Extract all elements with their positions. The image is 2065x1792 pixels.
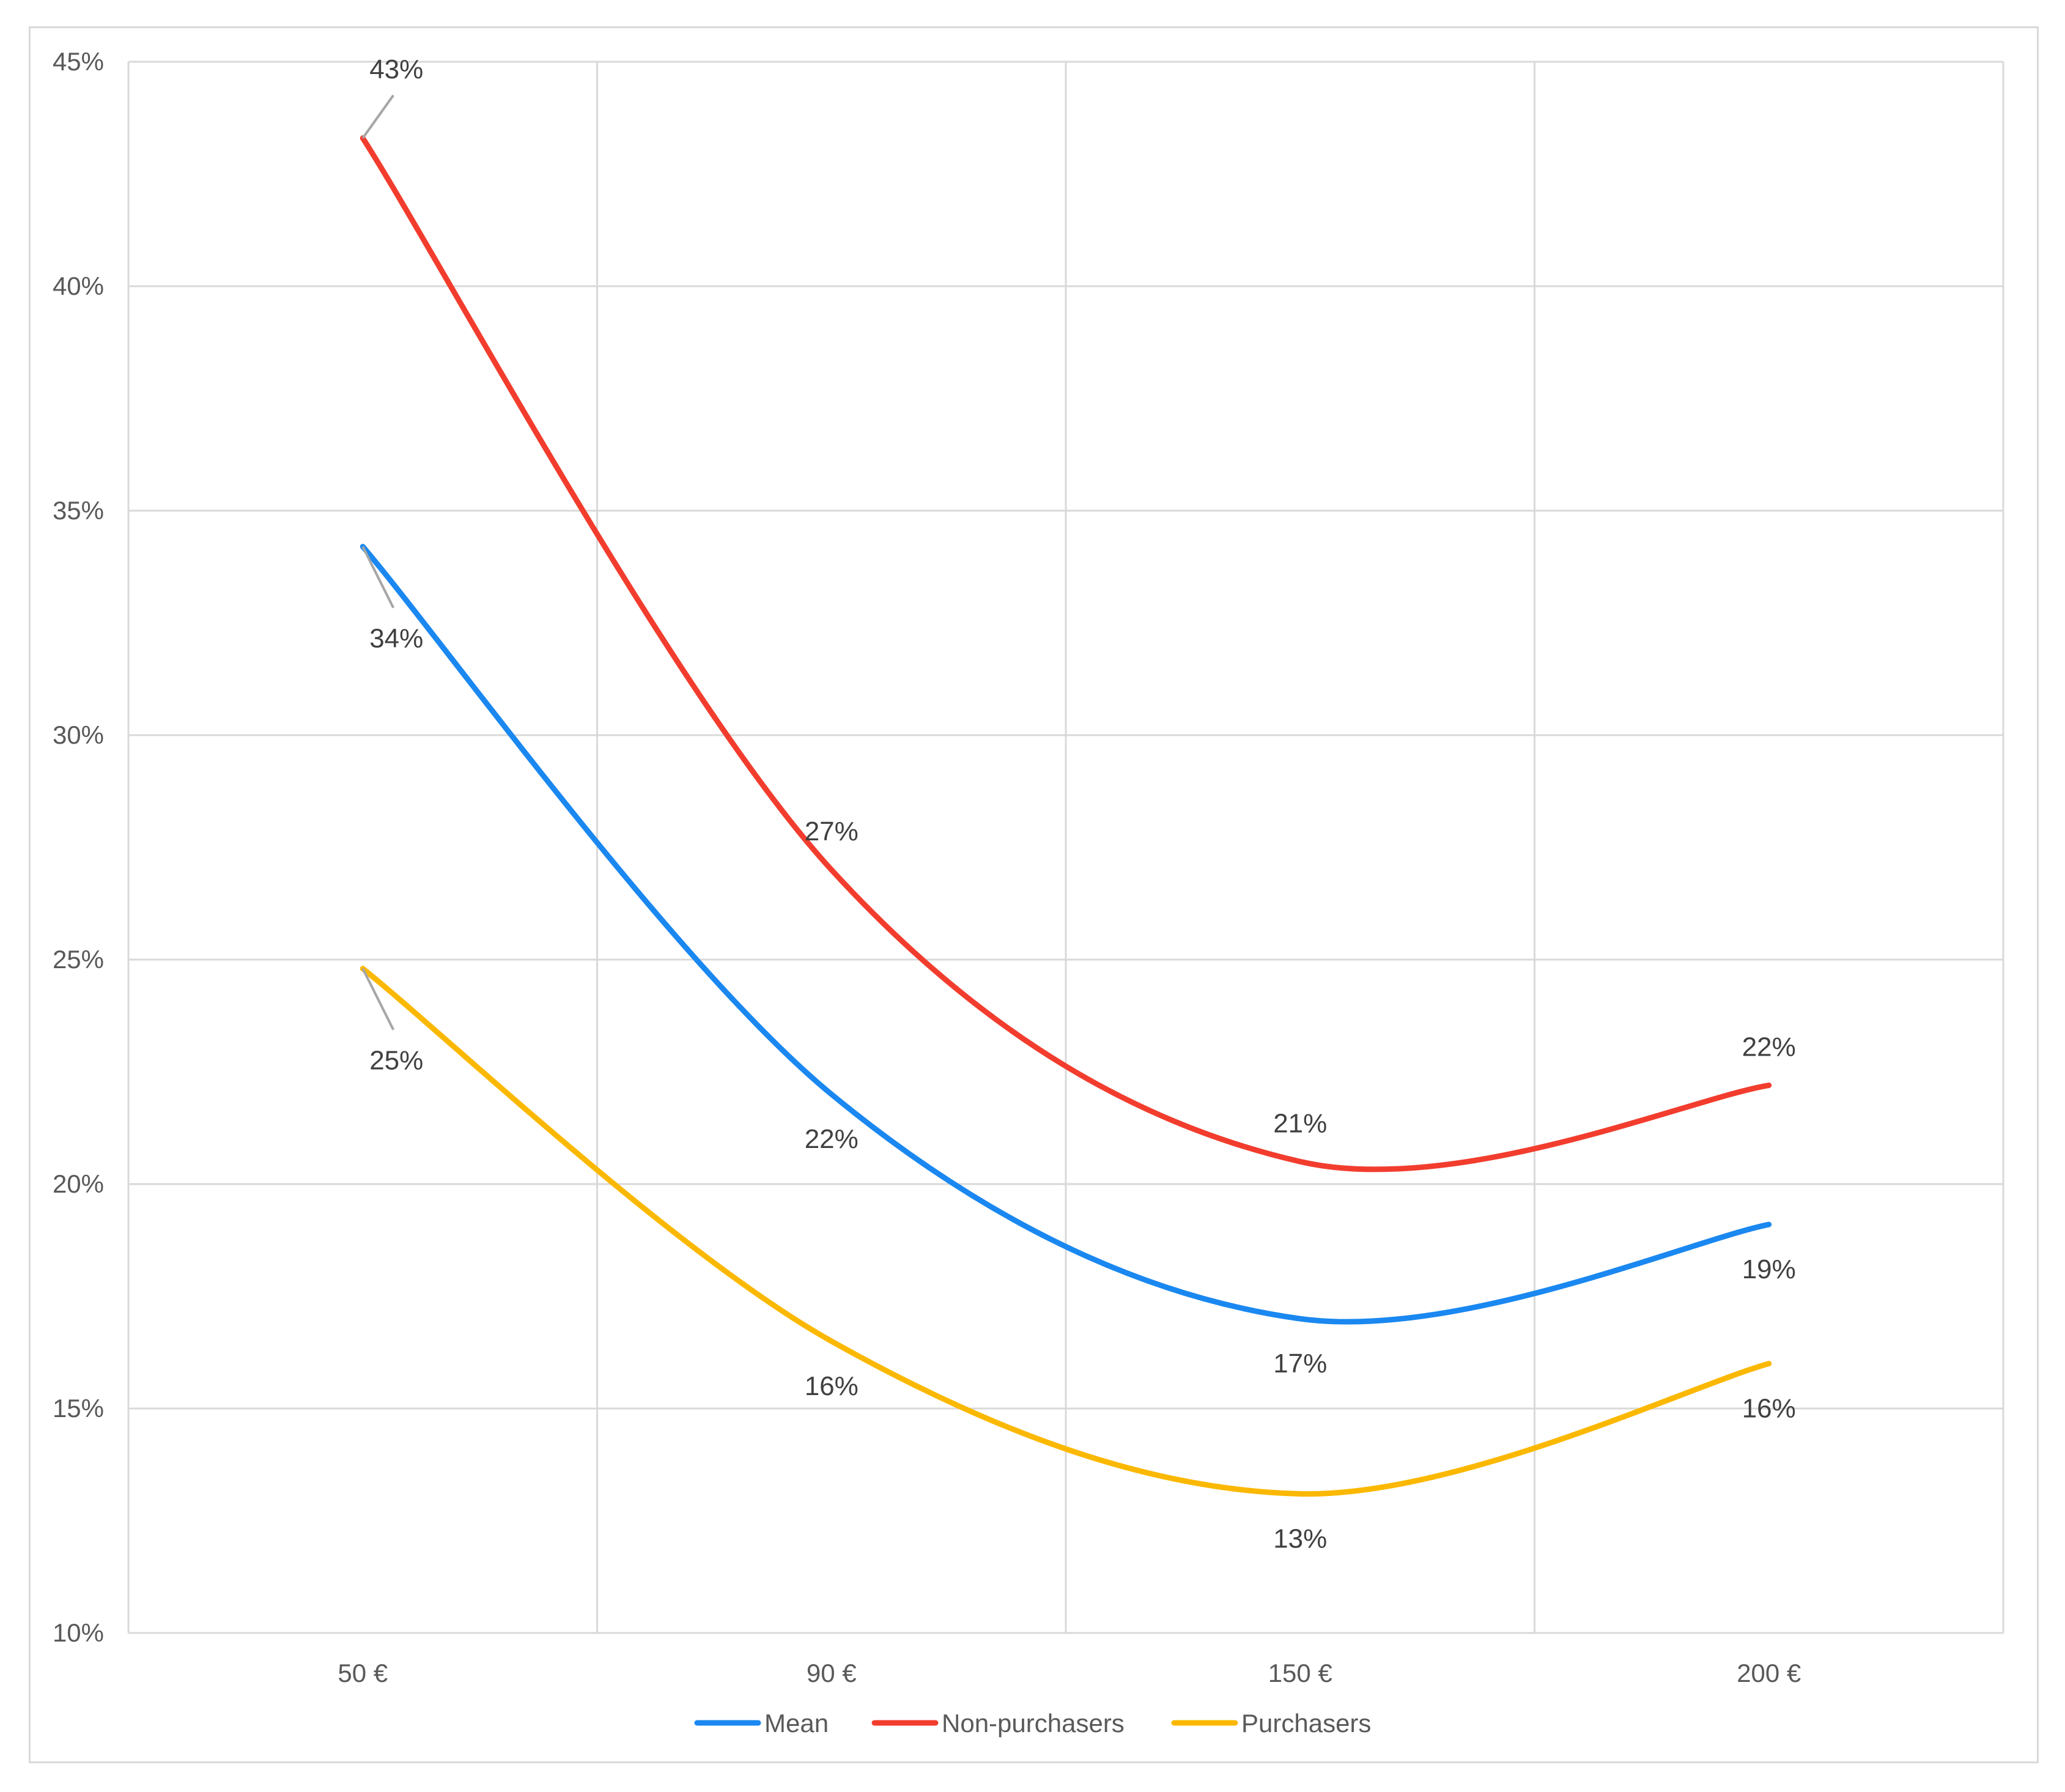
data-labels: 34% 22% 17% 19% 43% 27% 21% 22% 25% 16% 13% 16%: [369, 54, 1796, 1554]
x-tick-label: 200 €: [1737, 1659, 1801, 1687]
y-tick-label: 20%: [53, 1169, 104, 1198]
data-label: 17%: [1273, 1349, 1327, 1379]
data-label: 19%: [1742, 1254, 1796, 1284]
data-label: 16%: [1742, 1394, 1796, 1424]
y-tick-label: 35%: [53, 496, 104, 525]
series-line: [360, 135, 1772, 1172]
data-label: 25%: [369, 1046, 423, 1076]
legend: Mean Non-purchasers Purchasers: [694, 1709, 1371, 1738]
y-tick-label: 45%: [53, 47, 104, 76]
gridlines: [127, 61, 2004, 1634]
x-tick-label: 90 €: [807, 1659, 857, 1687]
chart-frame: [29, 26, 2039, 1763]
data-label: 22%: [805, 1124, 859, 1154]
legend-entry-label: Mean: [764, 1709, 829, 1738]
data-label: 27%: [805, 816, 859, 846]
y-axis-tick-labels: 10% 15% 20% 25% 30% 35% 40% 45%: [53, 47, 104, 1647]
data-label: 22%: [1742, 1032, 1796, 1062]
leader-line: [361, 546, 395, 609]
data-label: 13%: [1273, 1524, 1327, 1553]
leader-line: [361, 968, 395, 1031]
y-tick-label: 25%: [53, 945, 104, 974]
leader-line: [361, 94, 394, 139]
data-label: 34%: [369, 624, 423, 654]
data-label: 21%: [1273, 1108, 1327, 1138]
data-label: 43%: [369, 54, 423, 84]
data-label-leader-lines: [361, 94, 395, 1031]
data-label: 16%: [805, 1371, 859, 1401]
x-tick-label: 150 €: [1268, 1659, 1332, 1687]
x-axis-tick-labels: 50 € 90 € 150 € 200 €: [338, 1659, 1801, 1687]
series-line: [360, 966, 1772, 1497]
y-tick-label: 10%: [53, 1618, 104, 1647]
legend-entry-label: Purchasers: [1241, 1709, 1371, 1738]
legend-entry-label: Non-purchasers: [942, 1709, 1125, 1738]
y-tick-label: 15%: [53, 1394, 104, 1423]
y-tick-label: 40%: [53, 272, 104, 300]
x-tick-label: 50 €: [338, 1659, 388, 1687]
series-line: [360, 544, 1772, 1325]
series-lines: [360, 135, 1772, 1497]
y-tick-label: 30%: [53, 720, 104, 749]
